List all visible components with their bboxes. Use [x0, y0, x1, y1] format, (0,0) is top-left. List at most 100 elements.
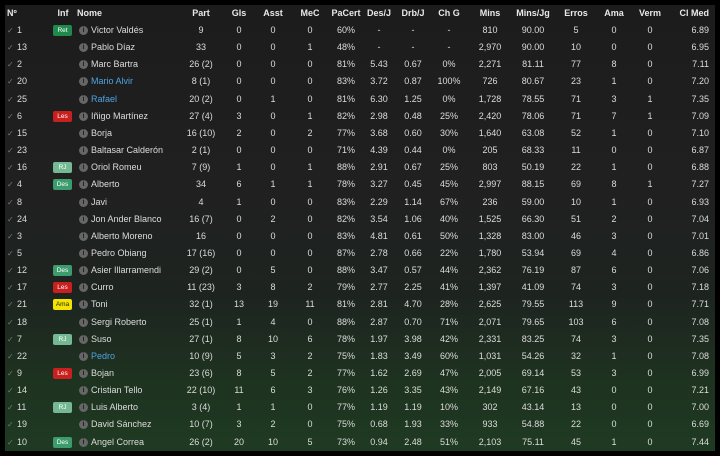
- table-row[interactable]: ✓ 6 Les i Iñigo Martínez 27 (4) 3 0 1 82% 2.98 0.48…: [5, 108, 715, 125]
- info-icon[interactable]: i: [79, 317, 88, 327]
- table-row[interactable]: ✓ 22 i Pedro 10 (9) 5 3 2 75% 1.83 3.49 60% 1,031 54.…: [5, 348, 715, 365]
- player-name[interactable]: Sergi Roberto: [91, 316, 147, 327]
- column-header-erros[interactable]: Erros: [564, 8, 588, 18]
- table-row[interactable]: ✓ 11 RJ i Luis Alberto 3 (4) 1 1 0 77% 1.19 1.19 10%…: [5, 399, 715, 416]
- info-icon[interactable]: i: [79, 369, 88, 378]
- column-header-nome[interactable]: Nome: [77, 8, 103, 18]
- table-row[interactable]: ✓ 12 Des i Asier Illarramendi 29 (2) 0 5 0 88% 3.4…: [5, 262, 715, 279]
- info-icon[interactable]: i: [79, 403, 88, 413]
- status-badge-ama[interactable]: Ama: [53, 299, 72, 311]
- table-row[interactable]: ✓ 20 i Mario Alvir 8 (1) 0 0 0 83% 3.72 0.87 100% 72…: [5, 73, 715, 90]
- player-name[interactable]: Angel Correa: [91, 436, 145, 447]
- player-name[interactable]: Javi: [91, 196, 108, 207]
- table-row[interactable]: ✓ 16 RJ i Oriol Romeu 7 (9) 1 0 1 88% 2.91 0.67 25% 8…: [5, 159, 715, 176]
- info-icon[interactable]: i: [79, 146, 88, 156]
- column-header-pacert[interactable]: PaCert: [331, 8, 361, 18]
- status-badge-rj[interactable]: RJ: [53, 333, 72, 345]
- player-name[interactable]: Bojan: [91, 368, 115, 378]
- table-row[interactable]: ✓ 18 i Sergi Roberto 25 (1) 1 4 0 88% 2.87 0.70 71%…: [5, 314, 715, 331]
- player-name[interactable]: Pablo Díaz: [91, 42, 136, 53]
- player-name[interactable]: Curro: [91, 282, 114, 293]
- table-row[interactable]: ✓ 10 Des i Angel Correa 26 (2) 20 10 5 73% 0.94 2.4…: [5, 434, 715, 451]
- player-name[interactable]: Jon Ander Blanco: [91, 213, 162, 224]
- info-icon[interactable]: i: [79, 420, 88, 430]
- status-badge-rj[interactable]: RJ: [53, 162, 72, 174]
- table-row[interactable]: ✓ 13 i Pablo Díaz 33 0 0 1 48% - - - 2,970 90.00 10 0 0 6…: [5, 39, 715, 56]
- info-icon[interactable]: i: [79, 283, 88, 293]
- info-icon[interactable]: i: [79, 351, 88, 361]
- table-row[interactable]: ✓ 25 i Rafael 20 (2) 0 1 0 81% 6.30 1.25 0% 1,728 78.…: [5, 91, 715, 108]
- info-icon[interactable]: i: [79, 26, 88, 35]
- player-name[interactable]: Asier Illarramendi: [91, 265, 162, 276]
- player-name[interactable]: David Sánchez: [91, 419, 152, 430]
- table-row[interactable]: ✓ 24 i Jon Ander Blanco 16 (7) 0 2 0 82% 3.54 1.06…: [5, 211, 715, 228]
- column-header-mins[interactable]: Mins: [479, 8, 501, 18]
- info-icon[interactable]: i: [79, 60, 88, 70]
- table-row[interactable]: ✓ 1 Ret i Victor Valdés 9 0 0 0 60% - - - 810 90.00 5 0 0…: [5, 22, 715, 39]
- player-name[interactable]: Alberto: [91, 179, 120, 190]
- table-row[interactable]: ✓ 7 RJ i Suso 27 (1) 8 10 6 78% 1.97 3.98 42% 2,331 83…: [5, 331, 715, 348]
- player-name[interactable]: Cristian Tello: [91, 385, 143, 396]
- table-row[interactable]: ✓ 4 Des i Alberto 34 6 1 1 78% 3.27 0.45 45% 2,997 88.…: [5, 176, 715, 193]
- table-row[interactable]: ✓ 21 Ama i Toni 32 (1) 13 19 11 81% 2.81 4.70 28% 2,6…: [5, 296, 715, 313]
- player-name[interactable]: Rafael: [91, 93, 118, 104]
- player-name[interactable]: Victor Valdés: [91, 25, 144, 35]
- info-icon[interactable]: i: [79, 334, 88, 344]
- table-row[interactable]: ✓ 2 i Marc Bartra 26 (2) 0 0 0 81% 5.43 0.67 0% 2,27…: [5, 56, 715, 73]
- player-name[interactable]: Iñigo Martínez: [91, 110, 149, 121]
- player-name[interactable]: Borja: [91, 127, 113, 138]
- table-row[interactable]: ✓ 19 i David Sánchez 10 (7) 3 2 0 75% 0.68 1.93 33%…: [5, 416, 715, 433]
- status-badge-des[interactable]: Des: [53, 436, 72, 448]
- status-badge-rj[interactable]: RJ: [53, 402, 72, 414]
- player-name[interactable]: Baltasar Calderón: [91, 145, 164, 156]
- column-header-ama[interactable]: Ama: [604, 8, 624, 18]
- column-header-mins-jg[interactable]: Mins/Jg: [516, 8, 550, 18]
- column-header-drb-j[interactable]: Drb/J: [401, 8, 425, 18]
- player-name[interactable]: Oriol Romeu: [91, 162, 142, 173]
- player-name[interactable]: Toni: [91, 299, 108, 310]
- table-row[interactable]: ✓ 15 i Borja 16 (10) 2 0 2 77% 3.68 0.60 30% 1,640 63…: [5, 125, 715, 142]
- player-name[interactable]: Alberto Moreno: [91, 230, 153, 241]
- table-row[interactable]: ✓ 17 Les i Curro 11 (23) 3 8 2 79% 2.77 2.25 41% 1,39…: [5, 279, 715, 296]
- info-icon[interactable]: i: [79, 386, 88, 396]
- info-icon[interactable]: i: [79, 266, 88, 276]
- info-icon[interactable]: i: [79, 214, 88, 224]
- column-header-ch-g[interactable]: Ch G: [438, 8, 460, 18]
- player-name[interactable]: Pedro Obiang: [91, 247, 147, 258]
- table-row[interactable]: ✓ 14 i Cristian Tello 22 (10) 11 6 3 76% 1.26 3.35…: [5, 382, 715, 399]
- table-row[interactable]: ✓ 8 i Javi 4 1 0 0 83% 2.29 1.14 67% 236 59.00 10 1 0 6.9…: [5, 194, 715, 211]
- info-icon[interactable]: i: [79, 43, 88, 53]
- table-row[interactable]: ✓ 9 Les i Bojan 23 (6) 8 5 2 77% 1.62 2.69 47% 2,005 6…: [5, 365, 715, 382]
- info-icon[interactable]: i: [79, 197, 88, 207]
- table-row[interactable]: ✓ 3 i Alberto Moreno 16 0 0 0 83% 4.81 0.61 50% 1,32…: [5, 228, 715, 245]
- player-name[interactable]: Mario Alvir: [91, 76, 134, 87]
- column-header-part[interactable]: Part: [192, 8, 210, 18]
- table-row[interactable]: ✓ 23 i Baltasar Calderón 2 (1) 0 0 0 71% 4.39 0.44…: [5, 142, 715, 159]
- column-header-gls[interactable]: Gls: [231, 8, 247, 18]
- table-row[interactable]: ✓ 5 i Pedro Obiang 17 (16) 0 0 0 87% 2.78 0.66 22% 1…: [5, 245, 715, 262]
- info-icon[interactable]: i: [79, 111, 88, 121]
- status-badge-les[interactable]: Les: [53, 368, 72, 379]
- column-header-asst[interactable]: Asst: [263, 8, 283, 18]
- info-icon[interactable]: i: [79, 94, 88, 104]
- player-name[interactable]: Suso: [91, 333, 112, 344]
- info-icon[interactable]: i: [79, 77, 88, 87]
- status-badge-des[interactable]: Des: [53, 179, 72, 191]
- column-header-n-[interactable]: Nº: [7, 8, 17, 18]
- column-header-cl-med[interactable]: Cl Med: [679, 8, 709, 18]
- info-icon[interactable]: i: [79, 437, 88, 447]
- info-icon[interactable]: i: [79, 300, 88, 310]
- player-name[interactable]: Luis Alberto: [91, 402, 139, 413]
- info-icon[interactable]: i: [79, 231, 88, 241]
- info-icon[interactable]: i: [79, 180, 88, 190]
- column-header-mec[interactable]: MeC: [300, 8, 320, 18]
- status-badge-les[interactable]: Les: [53, 110, 72, 122]
- player-name[interactable]: Pedro: [91, 350, 116, 361]
- column-header-des-j[interactable]: Des/J: [366, 8, 392, 18]
- info-icon[interactable]: i: [79, 163, 88, 173]
- status-badge-les[interactable]: Les: [53, 282, 72, 294]
- status-badge-des[interactable]: Des: [53, 265, 72, 277]
- column-header-verm[interactable]: Verm: [638, 8, 662, 18]
- info-icon[interactable]: i: [79, 128, 88, 138]
- player-name[interactable]: Marc Bartra: [91, 59, 139, 70]
